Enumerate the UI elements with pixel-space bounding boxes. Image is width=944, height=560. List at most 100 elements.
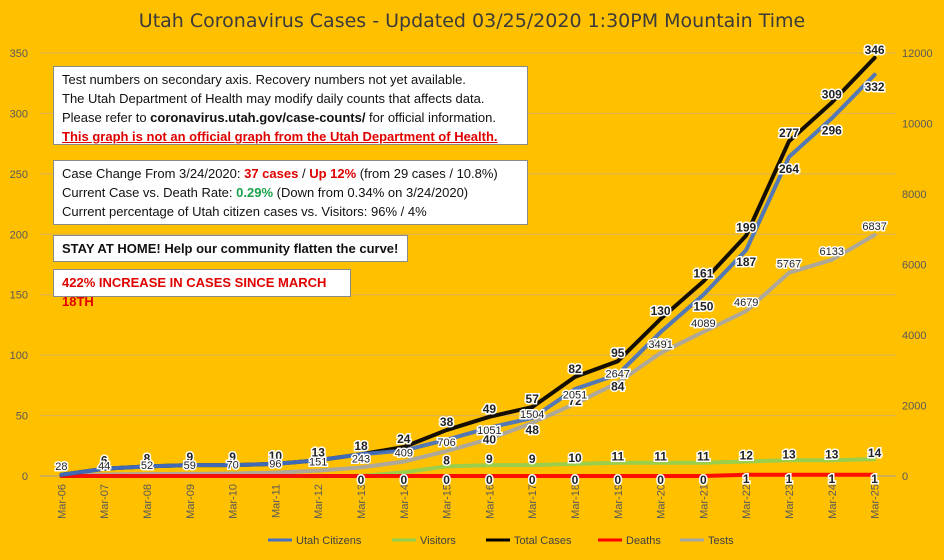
data-label-tests: 6133	[820, 246, 844, 258]
data-label-utah-citizens: 264	[779, 162, 799, 176]
x-tick-label: Mar-16	[484, 484, 496, 519]
data-label-deaths: 1	[871, 472, 878, 486]
data-label-total-cases: 309	[822, 88, 842, 102]
data-label-tests: 59	[184, 460, 196, 472]
data-label-visitors: 10	[568, 451, 582, 465]
series-line-utah-citizens	[59, 72, 877, 477]
data-label-total-cases: 57	[526, 392, 540, 406]
case-change-label: Case Change From 3/24/2020:	[62, 166, 245, 181]
data-label-visitors: 11	[611, 450, 624, 464]
data-label-tests: 96	[269, 459, 281, 471]
data-label-utah-citizens: 40	[483, 433, 497, 447]
x-tick-label: Mar-08	[142, 484, 154, 519]
data-label-utah-citizens: 84	[611, 379, 625, 393]
case-change-line: Case Change From 3/24/2020: 37 cases / U…	[62, 164, 519, 183]
data-label-deaths: 0	[443, 473, 450, 487]
note-line-1: Test numbers on secondary axis. Recovery…	[62, 72, 466, 87]
legend-label-utah-citizens: Utah Citizens	[296, 535, 362, 547]
data-label-total-cases: 199	[736, 220, 756, 234]
x-tick-label: Mar-20	[656, 484, 668, 519]
death-rate-line: Current Case vs. Death Rate: 0.29% (Down…	[62, 183, 519, 202]
data-label-visitors: 11	[654, 450, 667, 464]
x-tick-label: Mar-09	[185, 484, 197, 519]
data-label-deaths: 0	[572, 473, 579, 487]
y2-tick-label: 10000	[902, 119, 933, 131]
y2-tick-label: 0	[902, 471, 908, 483]
data-label-visitors: 12	[740, 448, 754, 462]
data-label-total-cases: 13	[312, 445, 326, 459]
x-tick-label: Mar-21	[698, 484, 710, 519]
y-tick-label: 0	[22, 471, 28, 483]
data-label-total-cases: 6	[101, 454, 108, 468]
data-label-total-cases: 49	[483, 402, 497, 416]
x-tick-label: Mar-10	[228, 484, 240, 519]
data-label-tests: 2051	[563, 390, 587, 402]
legend-label-visitors: Visitors	[420, 535, 456, 547]
data-label-tests: 706	[437, 437, 455, 449]
y2-tick-label: 2000	[902, 401, 926, 413]
note-line-2: The Utah Department of Health may modify…	[62, 91, 485, 106]
x-tick-label: Mar-19	[613, 484, 625, 519]
data-label-deaths: 0	[529, 473, 536, 487]
data-label-deaths: 0	[700, 473, 707, 487]
case-change-separator: /	[298, 166, 310, 181]
data-label-tests: 151	[309, 457, 327, 469]
data-label-utah-citizens: 332	[865, 80, 885, 94]
data-label-tests: 2647	[606, 369, 630, 381]
data-label-deaths: 0	[400, 473, 407, 487]
data-label-total-cases: 130	[651, 304, 671, 318]
data-label-tests: 44	[98, 460, 110, 472]
data-label-total-cases: 82	[568, 362, 582, 376]
death-rate-value: 0.29%	[236, 185, 274, 200]
data-label-tests: 3491	[648, 339, 672, 351]
x-tick-label: Mar-22	[741, 484, 753, 519]
death-rate-previous: (Down from 0.34% on 3/24/2020)	[273, 185, 469, 200]
case-change-count: 37 cases	[244, 166, 299, 181]
legend-label-total-cases: Total Cases	[514, 535, 572, 547]
x-tick-label: Mar-18	[570, 484, 582, 519]
x-tick-label: Mar-12	[313, 484, 325, 519]
data-label-visitors: 9	[486, 452, 493, 466]
data-label-tests: 409	[395, 448, 413, 460]
data-label-total-cases: 9	[229, 450, 236, 464]
series-line-tests	[59, 232, 877, 478]
x-tick-label: Mar-14	[399, 484, 411, 519]
official-link[interactable]: coronavirus.utah.gov/case-counts/	[150, 110, 366, 125]
data-label-visitors: 14	[868, 446, 882, 460]
x-tick-label: Mar-11	[270, 484, 282, 518]
x-tick-label: Mar-17	[527, 484, 539, 519]
note-line-3-post: for official information.	[365, 110, 496, 125]
x-tick-label: Mar-13	[356, 484, 368, 519]
data-label-tests: 1504	[520, 409, 544, 421]
data-label-visitors: 13	[825, 447, 839, 461]
data-label-tests: 5767	[777, 259, 801, 271]
y-tick-label: 300	[10, 108, 28, 120]
data-label-deaths: 1	[743, 472, 750, 486]
legend-label-deaths: Deaths	[626, 535, 661, 547]
data-label-visitors: 9	[529, 452, 536, 466]
data-label-utah-citizens: 72	[568, 394, 582, 408]
data-label-deaths: 1	[828, 472, 835, 486]
x-tick-label: Mar-15	[442, 484, 454, 519]
data-label-total-cases: 24	[397, 432, 411, 446]
data-label-visitors: 13	[782, 447, 796, 461]
data-label-tests: 243	[352, 453, 370, 465]
y-tick-label: 150	[10, 290, 28, 302]
data-label-deaths: 0	[358, 473, 365, 487]
data-label-total-cases: 18	[354, 439, 368, 453]
increase-box: 422% INCREASE IN CASES SINCE MARCH 18TH	[53, 269, 351, 309]
y2-tick-label: 6000	[902, 260, 926, 272]
data-label-deaths: 0	[486, 473, 493, 487]
x-tick-label: Mar-25	[870, 484, 882, 519]
data-label-total-cases: 38	[440, 415, 454, 429]
death-rate-label: Current Case vs. Death Rate:	[62, 185, 237, 200]
y-tick-label: 250	[10, 169, 28, 181]
case-change-previous: (from 29 cases / 10.8%)	[356, 166, 498, 181]
data-label-visitors: 11	[697, 450, 710, 464]
data-label-tests: 28	[55, 461, 67, 473]
y2-tick-label: 12000	[902, 48, 933, 60]
data-label-tests: 6837	[862, 221, 886, 233]
data-label-total-cases: 161	[693, 266, 713, 280]
data-label-total-cases: 10	[269, 449, 283, 463]
